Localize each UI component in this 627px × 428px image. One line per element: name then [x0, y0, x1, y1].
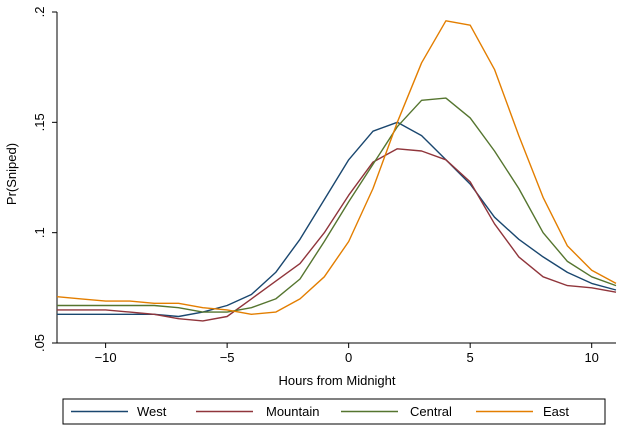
legend: West Mountain Central East	[62, 398, 606, 425]
x-tick-label: −5	[220, 350, 235, 365]
legend-label-west: West	[137, 404, 167, 419]
series-line-west	[57, 121, 617, 318]
series-line-mountain	[57, 148, 617, 322]
x-tick-label: 10	[584, 350, 598, 365]
y-tick-label: .15	[32, 113, 47, 131]
y-axis: .05 .1 .15 .2	[32, 7, 58, 352]
x-axis: −10 −5 0 5 10	[57, 342, 616, 365]
legend-label-east: East	[543, 404, 569, 419]
series-line-east	[56, 20, 617, 315]
y-axis-title: Pr(Sniped)	[4, 143, 19, 205]
x-tick-label: −10	[95, 350, 117, 365]
legend-label-mountain: Mountain	[266, 404, 319, 419]
x-axis-title: Hours from Midnight	[278, 373, 395, 388]
y-tick-label: .1	[32, 227, 47, 238]
legend-label-central: Central	[410, 404, 452, 419]
x-tick-label: 0	[345, 350, 352, 365]
x-tick-label: 5	[467, 350, 474, 365]
y-tick-label: .2	[32, 7, 47, 18]
series-line-central	[57, 97, 617, 313]
series-lines	[56, 20, 617, 322]
y-tick-label: .05	[32, 334, 47, 352]
